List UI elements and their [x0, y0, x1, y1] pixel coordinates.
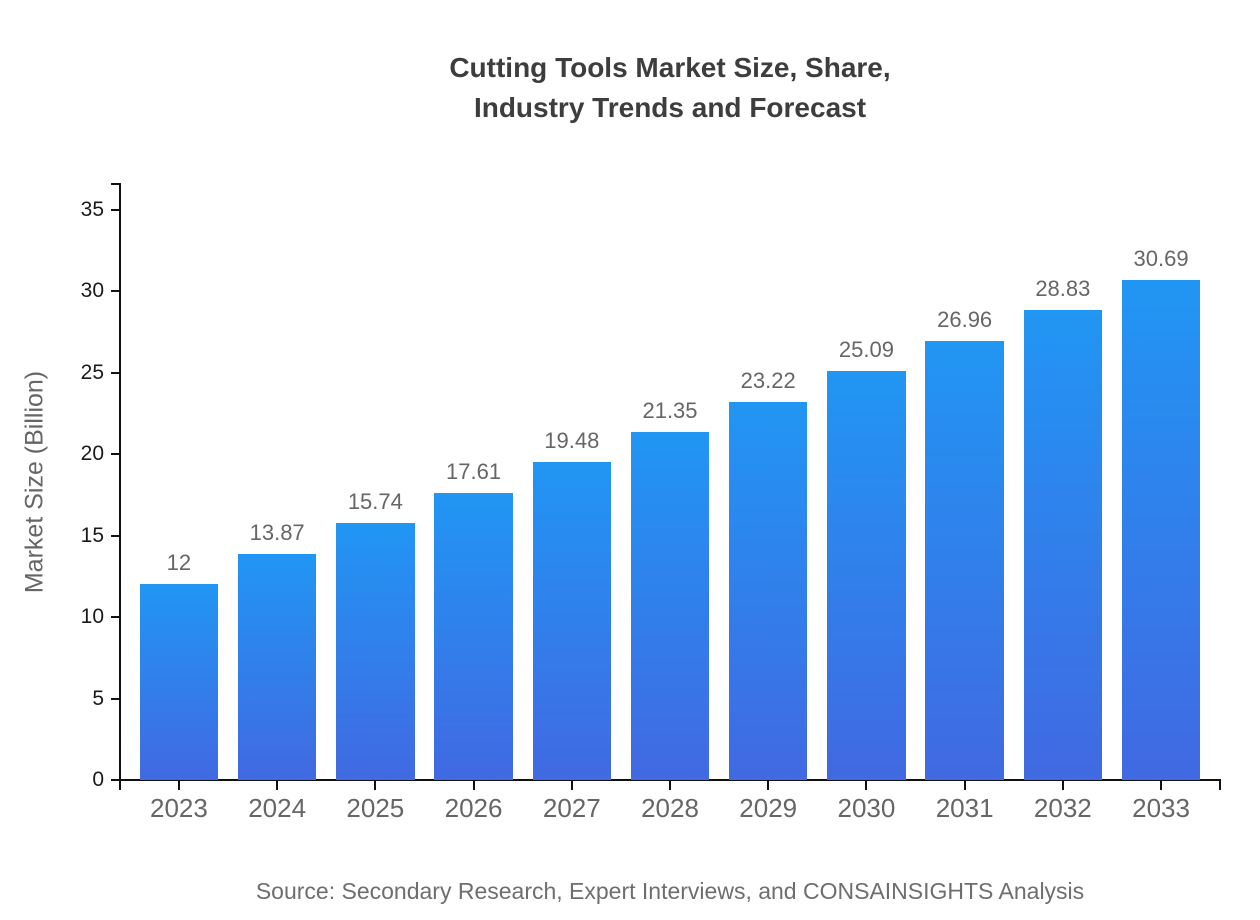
y-tick-mark: [111, 779, 120, 781]
y-tick-mark: [111, 697, 120, 700]
bar-2028: [630, 431, 710, 780]
x-tick-mark: [669, 781, 671, 790]
x-axis-line: [119, 779, 1221, 781]
x-tick-label: 2032: [1033, 793, 1092, 823]
bar-2025: [336, 523, 415, 780]
y-tick-label: 30: [80, 279, 104, 302]
bar-value-label: 21.35: [642, 397, 698, 423]
bar-2026: [434, 492, 513, 780]
bar-value-label: 25.09: [838, 337, 894, 363]
chart-title: Cutting Tools Market Size, Share, Indust…: [449, 52, 891, 123]
x-tick-label: 2028: [641, 793, 699, 823]
y-tick-label: 35: [80, 197, 104, 221]
bar-value-label: 13.87: [249, 519, 305, 545]
y-tick-mark: [111, 534, 120, 537]
x-tick-mark: [963, 781, 966, 790]
bar-2024: [237, 553, 317, 780]
y-tick-label: 10: [80, 605, 104, 628]
y-tick-mark: [111, 616, 120, 618]
x-tick-mark: [177, 781, 180, 790]
x-tick-mark: [276, 781, 279, 790]
bar-2033: [1121, 279, 1201, 780]
bar-value-label: 23.22: [740, 367, 796, 393]
bar-2030: [827, 371, 906, 780]
bar-value-label: 28.83: [1035, 276, 1091, 302]
bar-value-label: 26.96: [937, 306, 993, 332]
source-note: Source: Secondary Research, Expert Inter…: [255, 878, 1085, 904]
bar-value-label: 17.61: [446, 458, 502, 484]
x-axis-right-cap: [1219, 779, 1221, 790]
x-tick-label: 2030: [837, 793, 896, 823]
bar-2031: [925, 340, 1004, 780]
x-tick-label: 2027: [542, 793, 601, 823]
x-tick-label: 2025: [346, 793, 405, 823]
bar-value-label: 19.48: [544, 428, 600, 454]
y-tick-mark: [111, 371, 120, 374]
y-tick-label: 20: [80, 442, 104, 465]
y-tick-mark: [111, 453, 120, 455]
y-tick-label: 15: [80, 523, 104, 547]
bar-value-label: 15.74: [347, 489, 403, 515]
x-tick-label: 2033: [1132, 793, 1190, 823]
y-axis-line: [119, 183, 121, 790]
x-tick-label: 2029: [739, 793, 798, 823]
bar-2029: [728, 401, 808, 780]
bar-value-label: 12: [166, 550, 192, 576]
x-tick-label: 2031: [935, 793, 994, 823]
bar-2027: [532, 462, 612, 780]
y-tick-mark: [111, 290, 120, 292]
x-tick-mark: [767, 781, 770, 790]
x-tick-mark: [472, 781, 475, 790]
bar-value-label: 30.69: [1133, 245, 1189, 271]
x-tick-label: 2024: [248, 793, 307, 823]
bar-2032: [1023, 310, 1103, 780]
y-tick-label: 0: [92, 768, 104, 791]
x-tick-mark: [1061, 781, 1064, 790]
x-tick-mark: [1160, 781, 1163, 790]
y-tick-mark: [111, 208, 120, 211]
x-tick-mark: [865, 781, 868, 790]
x-tick-label: 2023: [150, 793, 208, 823]
x-tick-label: 2026: [444, 793, 503, 823]
y-tick-label: 25: [80, 360, 104, 384]
y-tick-label: 5: [92, 686, 104, 710]
x-tick-mark: [374, 781, 377, 790]
x-tick-mark: [570, 781, 573, 790]
y-axis-top-cap: [111, 183, 120, 185]
bar-2023: [139, 584, 219, 780]
